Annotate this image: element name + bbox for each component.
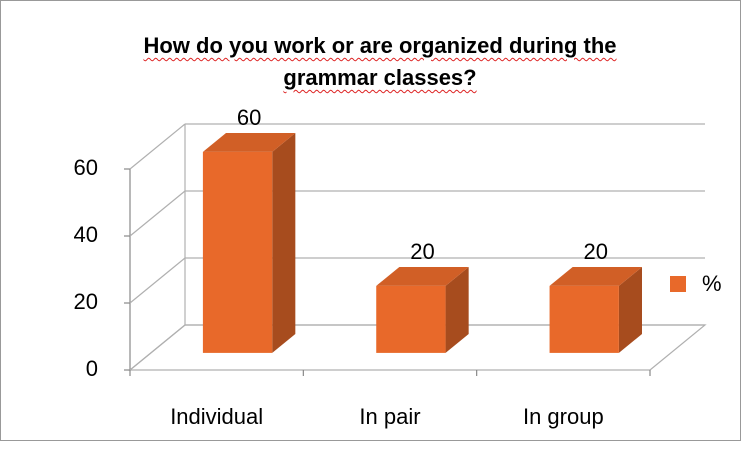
grid-line	[129, 123, 186, 170]
bar-top	[202, 133, 296, 152]
data-label: 60	[237, 105, 261, 130]
bar-side	[272, 133, 296, 353]
bar	[202, 151, 273, 353]
data-label: 20	[584, 239, 608, 264]
chart-title: How do you work or are organized during …	[143, 33, 617, 90]
grid-line	[129, 190, 186, 237]
x-tick-label: In group	[523, 404, 604, 429]
x-tick-label: In pair	[359, 404, 420, 429]
y-tick-label: 20	[74, 289, 98, 314]
x-tick-label: Individual	[170, 404, 263, 429]
grid-line	[129, 257, 186, 304]
y-tick-label: 40	[74, 222, 98, 247]
bar	[376, 285, 446, 353]
grid-line	[129, 324, 186, 371]
chart-border	[0, 0, 741, 441]
y-tick-label: 60	[74, 155, 98, 180]
bar-side	[618, 267, 642, 353]
bar	[549, 285, 619, 353]
bar-top	[549, 267, 642, 286]
bar-side	[445, 267, 469, 353]
data-label: 20	[410, 239, 434, 264]
bar-top	[376, 267, 469, 286]
legend-swatch	[670, 276, 686, 292]
legend-label: %	[702, 271, 722, 296]
y-tick-label: 0	[86, 356, 98, 381]
